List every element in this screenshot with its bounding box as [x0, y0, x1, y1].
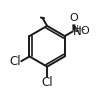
Text: -: - [82, 25, 85, 34]
Text: O: O [69, 13, 78, 23]
Text: Cl: Cl [9, 55, 21, 68]
Text: N: N [73, 25, 82, 38]
Text: O: O [80, 27, 89, 36]
Text: +: + [73, 24, 80, 33]
Text: Cl: Cl [41, 76, 53, 89]
